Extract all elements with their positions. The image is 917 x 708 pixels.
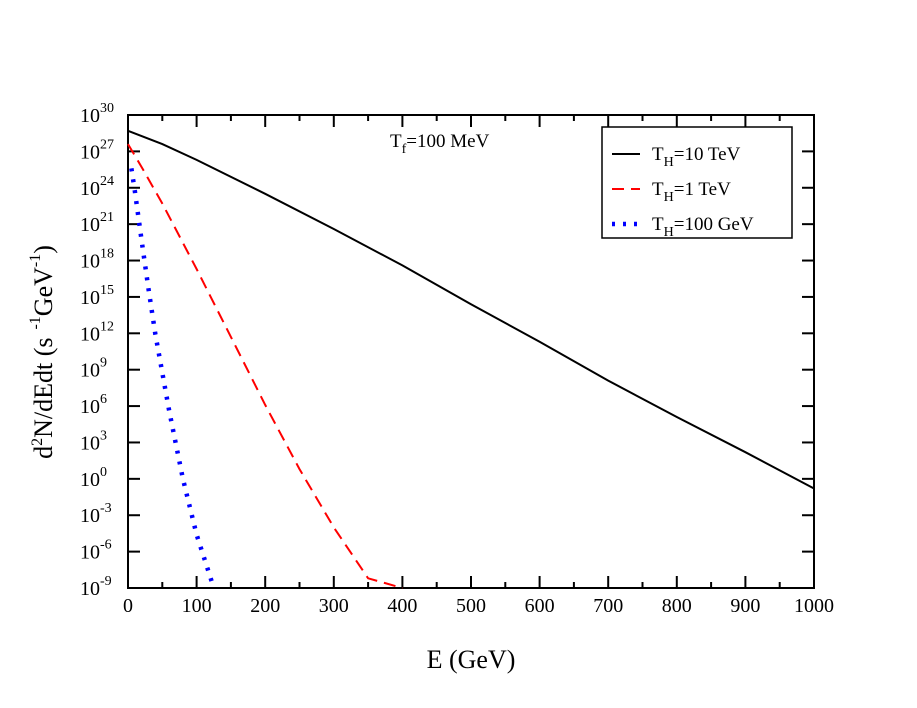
series-line-0 [127, 129, 815, 490]
svg-text:d2N/dEdt (s -1GeV-1): d2N/dEdt (s -1GeV-1) [27, 245, 58, 459]
legend-label-1: TH=1 TeV [652, 179, 731, 205]
y-tick-label: 1018 [80, 247, 114, 273]
x-tick-label: 700 [593, 595, 623, 617]
x-tick-labels: 0 100 200 300 400 500 600 700 800 900 1000 [123, 595, 834, 617]
x-tick-label: 0 [123, 595, 133, 617]
y-axis-title: d2N/dEdt (s -1GeV-1) [27, 245, 58, 459]
y-tick-label: 1027 [80, 137, 114, 163]
legend: TH=10 TeV TH=1 TeV TH=100 GeV [601, 126, 793, 240]
series-line-2 [129, 168, 216, 589]
series-line-1 [127, 143, 403, 589]
legend-label-0: TH=10 TeV [652, 144, 741, 170]
x-tick-label: 800 [662, 595, 692, 617]
x-tick-label: 600 [525, 595, 555, 617]
x-tick-label: 900 [730, 595, 760, 617]
legend-label-2: TH=100 GeV [652, 214, 754, 240]
y-tick-label: 10-6 [80, 538, 112, 564]
temperature-annotation: Tf=100 MeV [390, 131, 490, 157]
y-tick-label: 10-3 [80, 501, 112, 527]
y-tick-labels: 1030 1027 1024 1021 1018 1015 1012 109 106 103 100… [80, 101, 114, 600]
x-tick-label: 100 [182, 595, 212, 617]
x-tick-label: 1000 [794, 595, 834, 617]
axis-ticks [127, 114, 815, 589]
y-tick-label: 106 [80, 392, 107, 418]
y-tick-label: 1012 [80, 319, 114, 345]
plot-series [127, 129, 815, 589]
y-tick-label: 103 [80, 428, 107, 454]
y-tick-label: 10-9 [80, 574, 112, 600]
y-tick-label: 1030 [80, 101, 114, 127]
x-tick-label: 400 [387, 595, 417, 617]
y-tick-label: 1015 [80, 283, 114, 309]
y-tick-label: 100 [80, 465, 107, 491]
x-tick-label: 200 [250, 595, 280, 617]
y-tick-label: 1024 [80, 174, 114, 200]
x-tick-label: 300 [319, 595, 349, 617]
legend-box [601, 126, 793, 239]
x-axis-title: E (GeV) [427, 645, 516, 674]
y-tick-label: 1021 [80, 210, 114, 236]
x-tick-label: 500 [456, 595, 486, 617]
y-tick-label: 109 [80, 356, 107, 382]
